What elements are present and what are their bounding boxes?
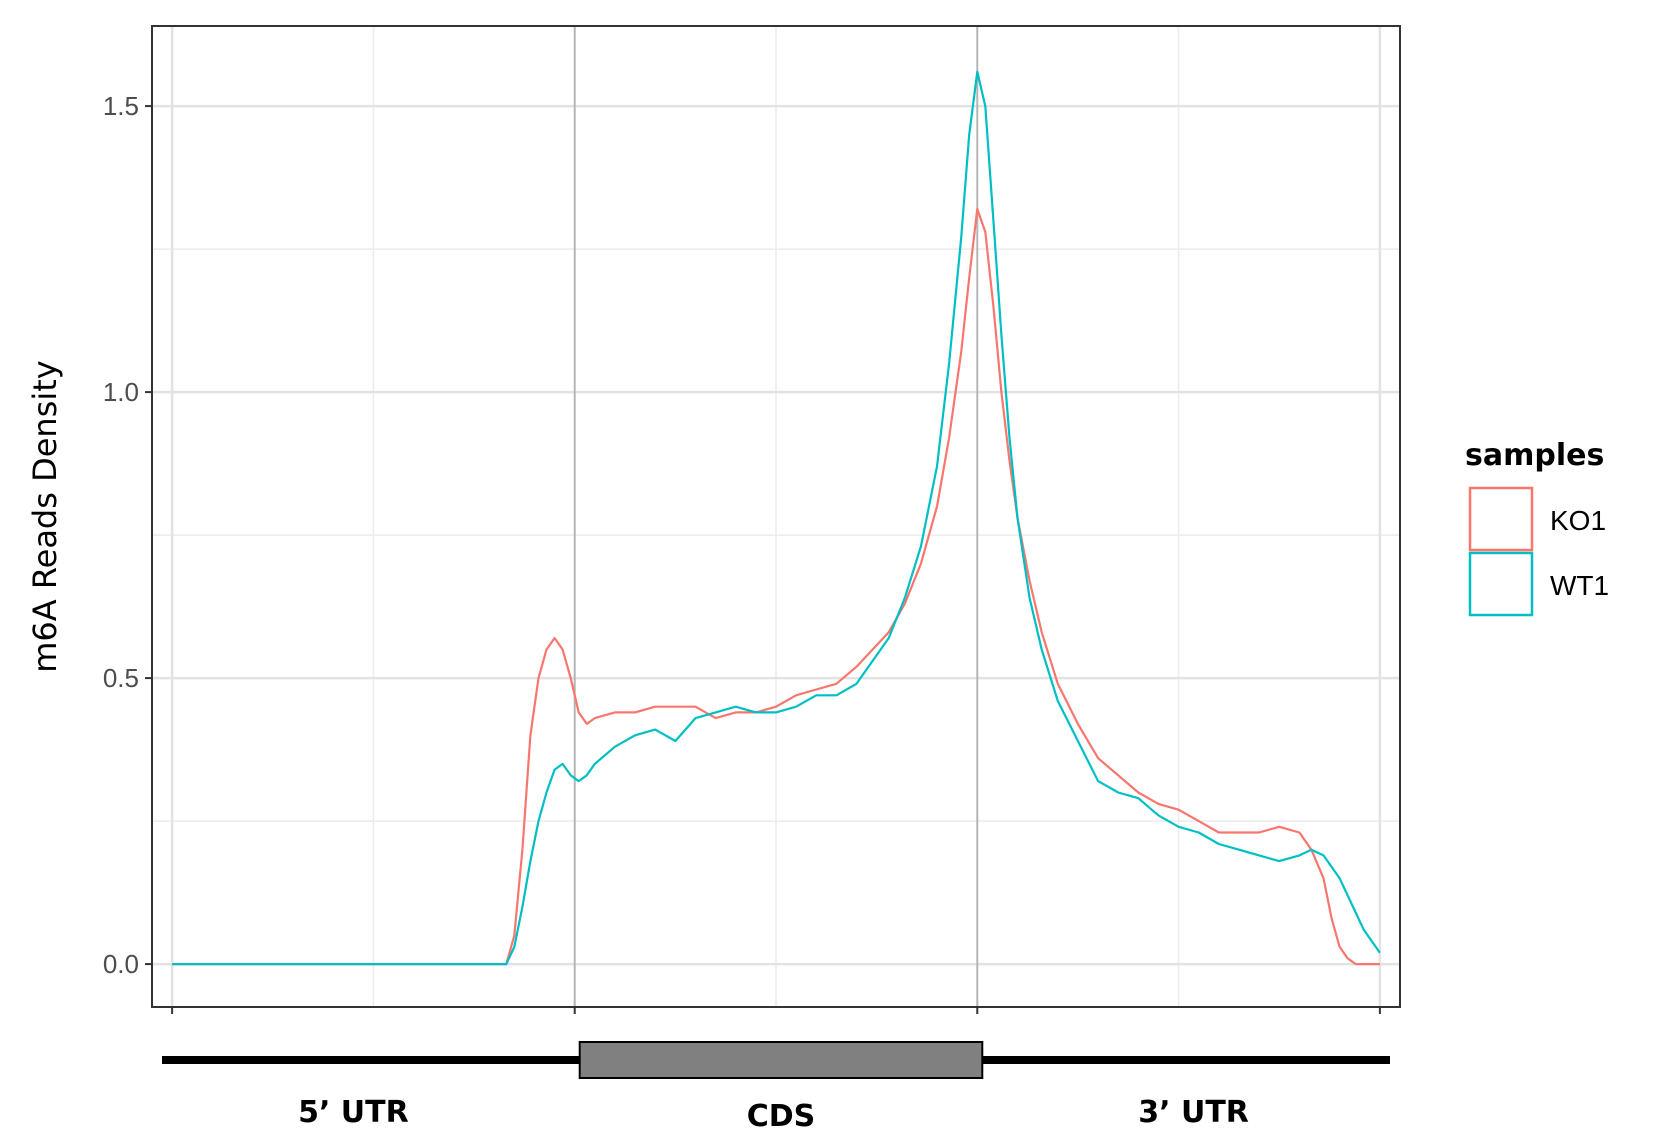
axis-ticks: 0.0 0.5 1.0 1.5 — [103, 91, 1381, 1014]
y-tick-label: 1.5 — [103, 91, 139, 121]
legend-label-wt1: WT1 — [1550, 570, 1609, 601]
legend-label-ko1: KO1 — [1550, 505, 1606, 536]
legend-key-ko1 — [1468, 486, 1534, 552]
region-label: 3’ UTR — [1138, 1095, 1249, 1130]
y-tick-label: 1.0 — [103, 377, 139, 407]
legend: samples KO1 WT1 — [1465, 438, 1609, 617]
gene-structure-track: 5’ UTR CDS 3’ UTR — [162, 1041, 1390, 1134]
series-line-wt1 — [172, 70, 1381, 966]
y-axis-title: m6A Reads Density — [26, 360, 64, 673]
y-tick-label: 0.0 — [103, 949, 139, 979]
legend-key-wt1 — [1468, 551, 1534, 617]
plot-panel-border — [151, 25, 1401, 1008]
grid-lines — [152, 26, 1400, 1007]
region-label: CDS — [747, 1099, 816, 1134]
region-label: 5’ UTR — [298, 1095, 409, 1130]
series-line-ko1 — [172, 207, 1380, 966]
legend-title: samples — [1465, 438, 1604, 473]
y-tick-label: 0.5 — [103, 663, 139, 693]
cds-box — [578, 1041, 984, 1079]
series-lines — [172, 70, 1381, 966]
